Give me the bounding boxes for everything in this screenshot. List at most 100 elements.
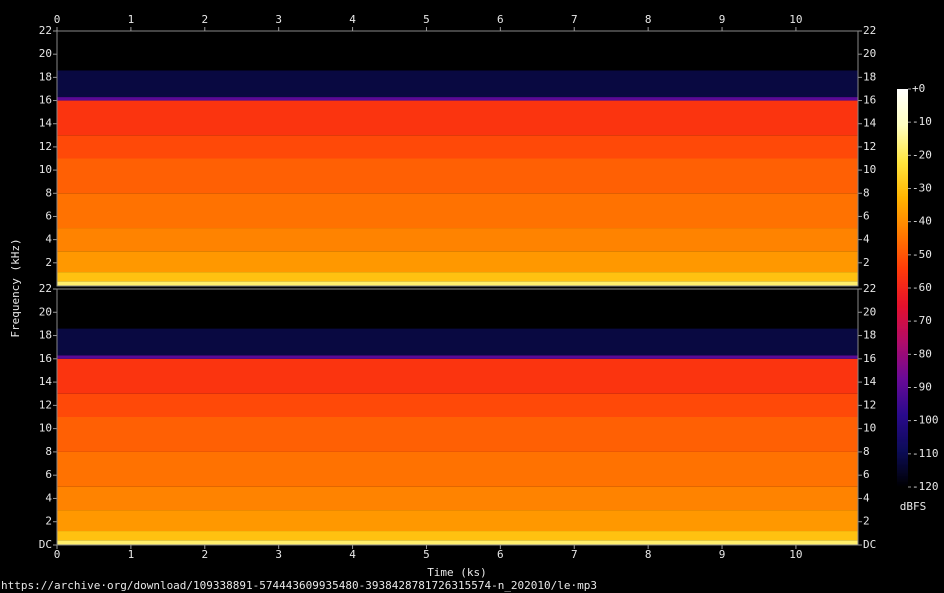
colorbar-cell (897, 357, 908, 359)
colorbar-cell (897, 170, 908, 172)
colorbar-cell (897, 131, 908, 133)
colorbar-cell (897, 109, 908, 111)
colorbar-cell (897, 483, 908, 485)
colorbar-cell (897, 370, 908, 372)
colorbar-cell (897, 348, 908, 350)
colorbar-cell (897, 403, 908, 405)
colorbar-cell (897, 161, 908, 163)
colorbar-cell (897, 325, 908, 327)
colorbar-cell (897, 257, 908, 259)
colorbar-cell (897, 373, 908, 375)
x-tick-label: 4 (349, 13, 356, 26)
colorbar-cell (897, 130, 908, 132)
colorbar-cell (897, 443, 908, 445)
colorbar-cell (897, 174, 908, 176)
colorbar-cell (897, 212, 908, 214)
colorbar-cell (897, 255, 908, 257)
colorbar-cell (897, 102, 908, 104)
colorbar-cell (897, 159, 908, 161)
colorbar-cell (897, 421, 908, 423)
x-tick-label: 6 (497, 13, 504, 26)
colorbar-cell (897, 384, 908, 386)
colorbar-cell (897, 388, 908, 390)
colorbar-cell (897, 298, 908, 300)
colorbar-cell (897, 302, 908, 304)
colorbar-cell (897, 113, 908, 115)
colorbar-cell (897, 465, 908, 467)
colorbar-cell (897, 145, 908, 147)
colorbar-cell (897, 400, 908, 402)
colorbar-cell (897, 351, 908, 353)
colorbar-cell (897, 93, 908, 95)
colorbar-cell (897, 328, 908, 330)
colorbar-tick-label: +0 (912, 82, 925, 95)
y-tick-label: 16 (863, 352, 876, 365)
x-tick-label: 1 (128, 548, 135, 561)
y-tick-label: 4 (863, 491, 870, 504)
colorbar-cell (897, 106, 908, 108)
colorbar-cell (897, 181, 908, 183)
colorbar-cell (897, 439, 908, 441)
colorbar-cell (897, 245, 908, 247)
colorbar-cell (897, 182, 908, 184)
spectrum-band (57, 540, 858, 545)
y-tick-label: 6 (45, 468, 52, 481)
colorbar-cell (897, 366, 908, 368)
colorbar-cell (897, 118, 908, 120)
colorbar-cell (897, 299, 908, 301)
colorbar-tick-label: -10 (912, 115, 932, 128)
colorbar-cell (897, 140, 908, 142)
colorbar-cell (897, 407, 908, 409)
colorbar-cell (897, 165, 908, 167)
colorbar-cell (897, 425, 908, 427)
colorbar-cell (897, 221, 908, 223)
colorbar-cell (897, 379, 908, 381)
y-tick-label: 12 (39, 398, 52, 411)
colorbar-cell (897, 394, 908, 396)
y-tick-label: DC (39, 538, 52, 551)
y-tick-label: 10 (863, 422, 876, 435)
x-tick-label: 0 (54, 548, 61, 561)
y-tick-label: 8 (45, 186, 52, 199)
colorbar-cell (897, 284, 908, 286)
colorbar-cell (897, 423, 908, 425)
colorbar-cell (897, 151, 908, 153)
colorbar-cell (897, 464, 908, 466)
colorbar-cell (897, 466, 908, 468)
colorbar-cell (897, 410, 908, 412)
colorbar-cell (897, 227, 908, 229)
panel-frame (56, 288, 859, 546)
colorbar-cell (897, 198, 908, 200)
colorbar-cell (897, 155, 908, 157)
colorbar-cell (897, 216, 908, 218)
spectrum-band (57, 70, 858, 98)
x-axis-label: Time (ks) (427, 566, 487, 579)
colorbar-cell (897, 391, 908, 393)
colorbar-cell (897, 207, 908, 209)
colorbar-cell (897, 390, 908, 392)
colorbar-cell (897, 320, 908, 322)
colorbar-cell (897, 176, 908, 178)
colorbar-cell (897, 321, 908, 323)
colorbar-cell (897, 143, 908, 145)
colorbar-cell (897, 437, 908, 439)
spectrum-band (57, 97, 858, 101)
colorbar-cell (897, 361, 908, 363)
colorbar-cell (897, 436, 908, 438)
colorbar-cell (897, 280, 908, 282)
y-tick-label: 8 (45, 445, 52, 458)
colorbar-cell (897, 451, 908, 453)
colorbar-cell (897, 147, 908, 149)
colorbar-cell (897, 375, 908, 377)
colorbar-cell (897, 267, 908, 269)
x-tick-label: 7 (571, 548, 578, 561)
colorbar-cell (897, 205, 908, 207)
y-tick-label: 22 (39, 24, 52, 37)
colorbar-cell (897, 252, 908, 254)
y-tick-label: 20 (863, 47, 876, 60)
x-tick-label: 10 (789, 548, 802, 561)
colorbar-cell (897, 480, 908, 482)
colorbar-cell (897, 123, 908, 125)
colorbar-cell (897, 173, 908, 175)
colorbar-cell (897, 456, 908, 458)
